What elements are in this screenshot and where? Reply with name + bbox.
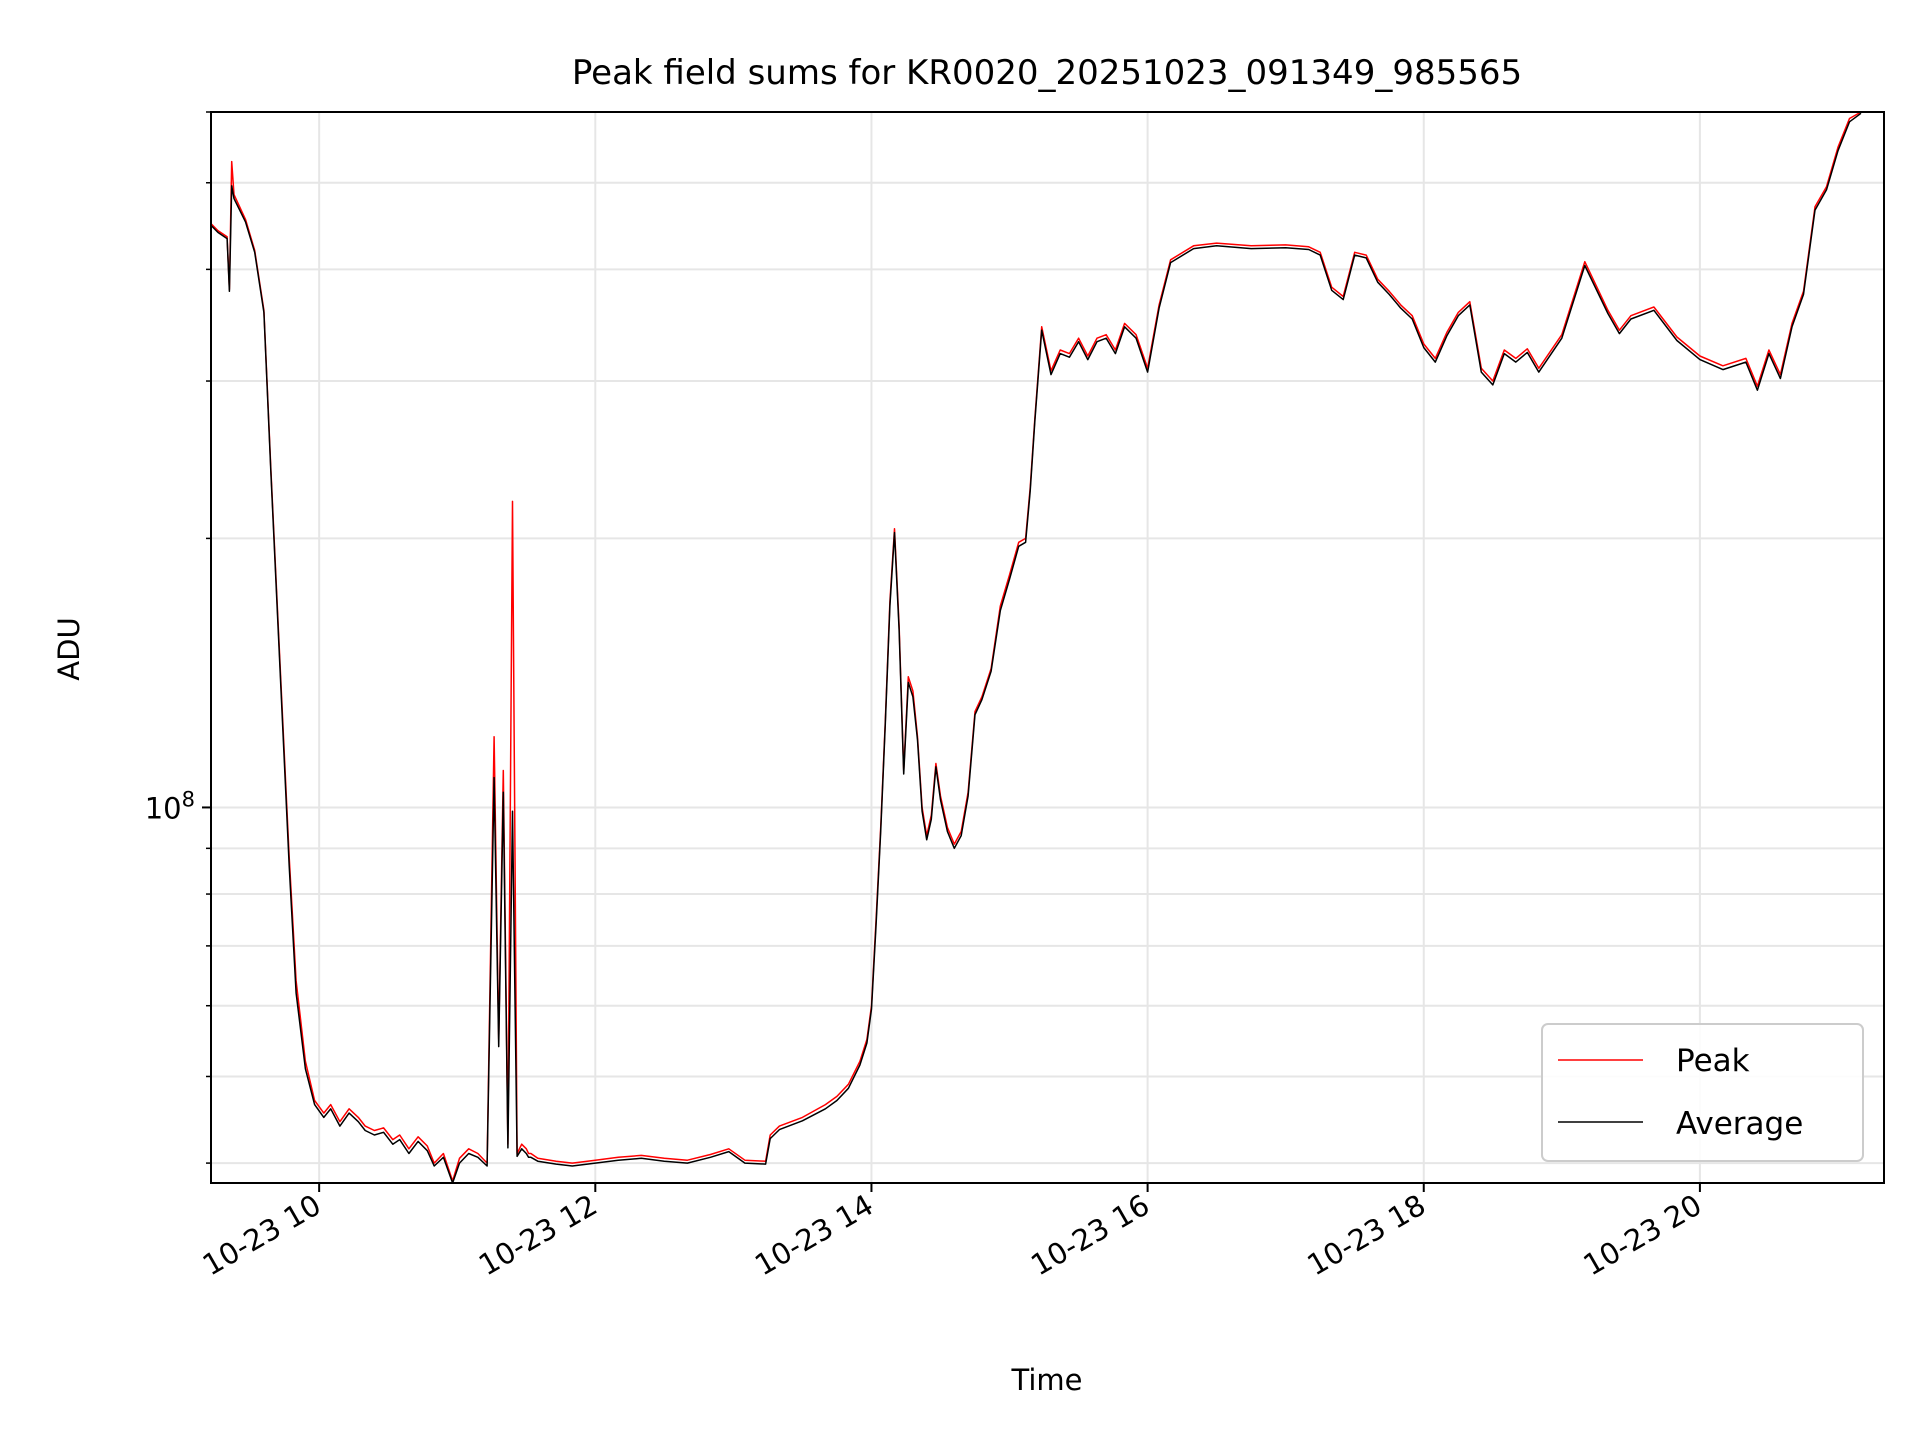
legend-label-average: Average: [1676, 1106, 1803, 1142]
x-axis-label: Time: [1011, 1363, 1083, 1397]
series-line-average: [210, 112, 1862, 1184]
y-tick-label: 108: [145, 787, 195, 825]
legend: Peak Average: [1541, 1023, 1864, 1162]
legend-box: [1541, 1023, 1864, 1162]
y-axis: 108: [145, 111, 211, 1164]
y-axis-label: ADU: [52, 617, 86, 680]
chart-title: Peak field sums for KR0020_20251023_0913…: [572, 53, 1522, 93]
series-layer: [210, 111, 1862, 1184]
grid-layer: [211, 111, 1884, 1183]
plot-frame: [210, 111, 1885, 1184]
legend-label-peak: Peak: [1676, 1043, 1750, 1079]
